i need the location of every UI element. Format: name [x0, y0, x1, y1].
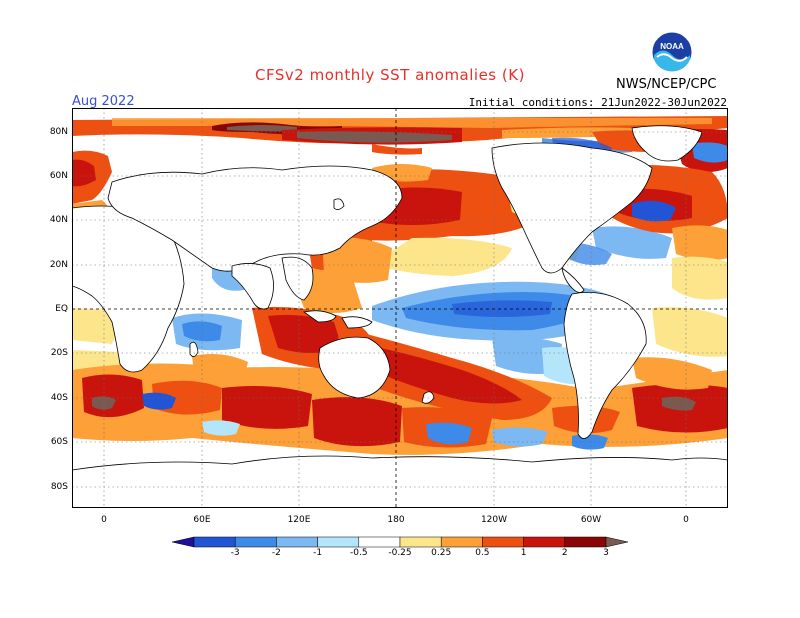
lat-label-eq: EQ — [55, 304, 68, 314]
lat-label-20n: 20N — [49, 260, 68, 270]
colorbar-tick-label: 0.5 — [475, 548, 490, 558]
colorbar-box — [399, 536, 442, 548]
colorbar-box — [440, 536, 483, 548]
colorbar-tick-label: -0.5 — [350, 548, 368, 558]
lon-label-120w: 120W — [480, 515, 508, 525]
colorbar-box — [482, 536, 524, 548]
lon-label-0-east: 0 — [683, 515, 689, 525]
colorbar-box — [234, 536, 277, 548]
lon-label-180: 180 — [387, 515, 405, 525]
lat-label-40n: 40N — [49, 215, 68, 225]
colorbar-tick-label: -1 — [313, 548, 323, 558]
colorbar-tick-label: 0.25 — [431, 548, 452, 558]
colorbar-box — [317, 536, 360, 548]
lon-label-60w: 60W — [580, 515, 602, 525]
lat-label-80n: 80N — [49, 127, 68, 137]
lat-label-60s: 60S — [50, 437, 68, 447]
colorbar-tick-label: -0.25 — [388, 548, 412, 558]
map-title: CFSv2 monthly SST anomalies (K) — [255, 66, 525, 84]
colorbar-box — [523, 536, 566, 548]
colorbar-box — [276, 536, 318, 548]
colorbar-tick-label: 3 — [603, 548, 609, 558]
lon-label-60e: 60E — [193, 515, 211, 525]
colorbar-box — [193, 536, 236, 548]
colorbar-box — [358, 536, 401, 548]
lat-label-40s: 40S — [50, 393, 68, 403]
colorbar-tick-label: -2 — [271, 548, 281, 558]
colorbar-box — [564, 536, 607, 548]
lon-label-120e: 120E — [287, 515, 311, 525]
logo-text: NOAA — [660, 42, 684, 51]
lat-label-60n: 60N — [49, 171, 68, 181]
colorbar-tick-label: 2 — [561, 548, 568, 558]
lat-label-20s: 20S — [50, 348, 68, 358]
lat-label-80s: 80S — [50, 482, 68, 492]
sst-anomaly-map — [72, 108, 728, 508]
noaa-logo: NOAA — [651, 31, 693, 73]
colorbar-tick-label: -3 — [230, 548, 240, 558]
lon-label-0: 0 — [101, 515, 107, 525]
colorbar-arrow-high — [605, 536, 628, 548]
agency-label: NWS/NCEP/CPC — [616, 77, 717, 92]
forecast-period: Aug 2022 — [72, 94, 135, 109]
colorbar — [172, 536, 628, 548]
colorbar-arrow-low — [172, 536, 195, 548]
colorbar-tick-label: 1 — [520, 548, 527, 558]
initial-conditions: Initial conditions: 21Jun2022-30Jun2022 — [468, 96, 727, 109]
